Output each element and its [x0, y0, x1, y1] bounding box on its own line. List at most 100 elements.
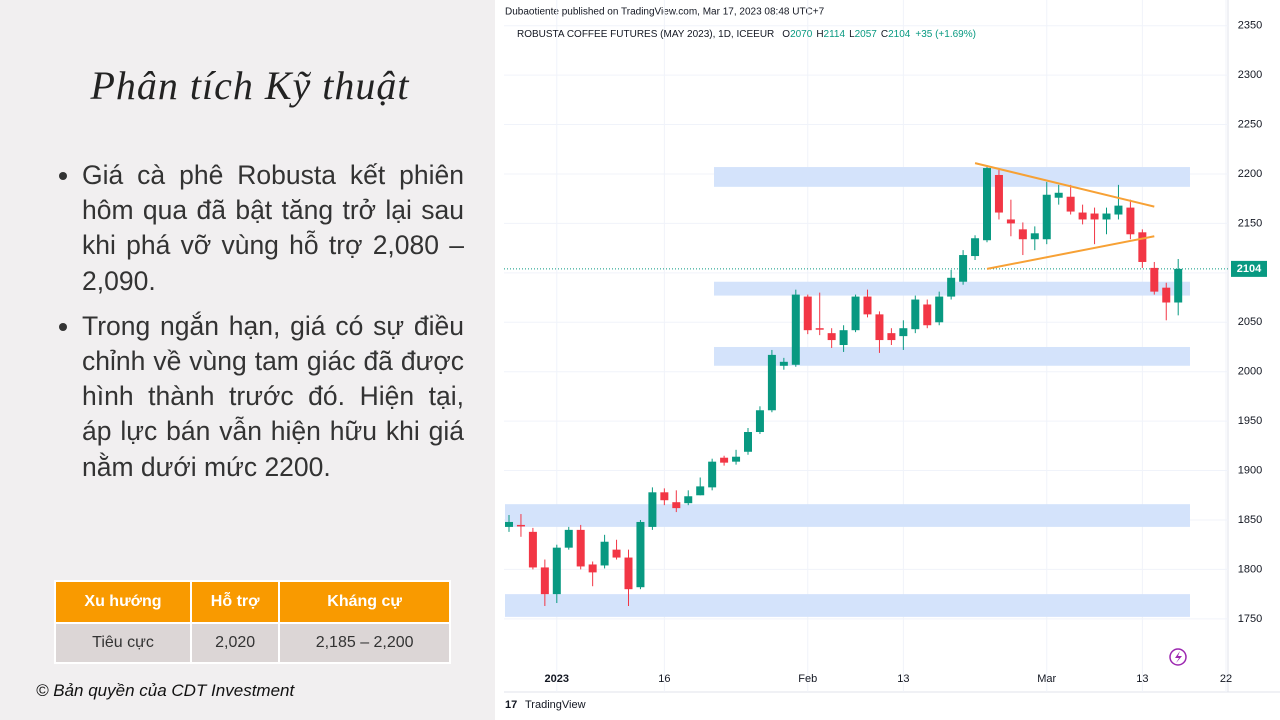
- candle-body: [887, 333, 896, 341]
- candle-body: [540, 567, 549, 595]
- candle-body: [636, 521, 645, 588]
- y-tick-label: 2200: [1238, 168, 1262, 180]
- candle-body: [767, 354, 776, 411]
- x-tick-label: 13: [1136, 673, 1148, 685]
- candle-body: [1054, 192, 1063, 198]
- candle-body: [911, 299, 920, 330]
- candle-body: [851, 296, 860, 331]
- candle-body: [624, 557, 633, 590]
- candle-body: [1042, 194, 1051, 240]
- candle-body: [648, 492, 657, 527]
- candle-body: [720, 457, 729, 463]
- last-price-label: 2104: [1237, 263, 1262, 275]
- zone: [505, 594, 1190, 617]
- x-tick-label: Mar: [1037, 673, 1056, 685]
- x-tick-label: 16: [658, 673, 670, 685]
- candle-body: [528, 531, 537, 568]
- candle-body: [1066, 196, 1075, 212]
- candle-body: [552, 547, 561, 595]
- ohlc-label: L: [849, 29, 855, 40]
- candle-body: [744, 432, 752, 452]
- trendline: [974, 162, 1155, 208]
- zone: [714, 346, 1190, 366]
- candle-body: [1102, 213, 1111, 220]
- candle-body: [1126, 207, 1135, 235]
- alert-icon: [1169, 648, 1187, 666]
- trendline: [986, 235, 1155, 270]
- candle-body: [505, 521, 513, 527]
- y-tick-label: 1850: [1238, 514, 1262, 526]
- candle-body: [935, 296, 944, 323]
- candle-body: [791, 294, 800, 365]
- y-tick-label: 1800: [1238, 563, 1262, 575]
- copyright: © Bản quyền của CDT Investment: [36, 681, 295, 700]
- candle-body: [923, 304, 932, 326]
- zone: [505, 504, 1190, 527]
- candle-body: [1078, 212, 1087, 220]
- candle-body: [1090, 213, 1099, 220]
- candle-body: [994, 174, 1003, 213]
- candle-body: [983, 168, 991, 241]
- y-tick-label: 1950: [1238, 415, 1262, 427]
- bullet: Giá cà phê Robusta kết phiên hôm qua đã …: [82, 158, 464, 299]
- y-tick-label: 2050: [1238, 316, 1262, 328]
- candle-body: [732, 456, 741, 462]
- table-cell: 2,185 – 2,200: [278, 622, 451, 664]
- alert-icon-bolt: [1175, 651, 1182, 663]
- bullet: Trong ngắn hạn, giá có sự điều chỉnh về …: [82, 309, 464, 485]
- candle-body: [827, 333, 836, 341]
- candle-body: [1006, 219, 1015, 224]
- ohlc-label: C: [881, 29, 888, 40]
- table-cell: Tiêu cực: [54, 622, 192, 664]
- ohlc-label: H: [816, 29, 823, 40]
- bullet-list: Giá cà phê Robusta kết phiên hôm qua đã …: [58, 158, 464, 495]
- y-tick-label: 1750: [1238, 613, 1262, 625]
- change: +35 (+1.69%): [915, 29, 976, 40]
- candle-body: [899, 328, 908, 337]
- ohlc-value: 2057: [855, 29, 878, 40]
- candle-body: [875, 314, 884, 341]
- table-header: Hỗ trợ: [189, 580, 281, 624]
- y-tick-label: 2300: [1238, 69, 1262, 81]
- ohlc-label: O: [782, 29, 790, 40]
- candle-body: [684, 496, 693, 504]
- candle-body: [839, 330, 848, 346]
- table-header: Kháng cự: [278, 580, 451, 624]
- candle-body: [564, 529, 573, 548]
- y-tick-label: 2350: [1238, 20, 1262, 32]
- candle-body: [863, 296, 872, 315]
- candle-body: [660, 492, 669, 501]
- x-tick-label: 22: [1220, 673, 1232, 685]
- candle-body: [779, 361, 788, 366]
- candle-body: [1150, 267, 1159, 292]
- candle-body: [576, 529, 585, 567]
- x-tick-label: 2023: [545, 673, 569, 685]
- summary-table: Xu hướng Hỗ trợ Kháng cự Tiêu cực 2,020 2,18…: [54, 580, 451, 664]
- candle-body: [971, 238, 980, 257]
- candle-body: [1030, 233, 1039, 240]
- candle-body: [612, 549, 621, 558]
- symbol: ROBUSTA COFFEE FUTURES (MAY 2023), 1D, I…: [517, 29, 774, 40]
- ohlc-value: 2104: [888, 29, 911, 40]
- y-tick-label: 2250: [1238, 118, 1262, 130]
- table-header: Xu hướng: [54, 580, 192, 624]
- candle-body: [516, 524, 525, 527]
- last-price-box: [1231, 260, 1267, 277]
- candle-body: [755, 410, 764, 433]
- symbol-header: ROBUSTA COFFEE FUTURES (MAY 2023), 1D, I…: [517, 29, 976, 40]
- candle-body: [1114, 205, 1123, 215]
- y-tick-label: 1900: [1238, 464, 1262, 476]
- candle-body: [708, 461, 717, 488]
- candle-body: [1162, 287, 1171, 303]
- x-tick-label: 13: [897, 673, 909, 685]
- table-cell: 2,020: [189, 622, 281, 664]
- candle-body: [959, 255, 968, 282]
- candle-body: [672, 502, 681, 509]
- candle-body: [947, 277, 956, 297]
- candle-body: [1174, 268, 1183, 303]
- candle-body: [1018, 229, 1027, 240]
- candle-body: [696, 486, 705, 496]
- zone: [714, 167, 1190, 187]
